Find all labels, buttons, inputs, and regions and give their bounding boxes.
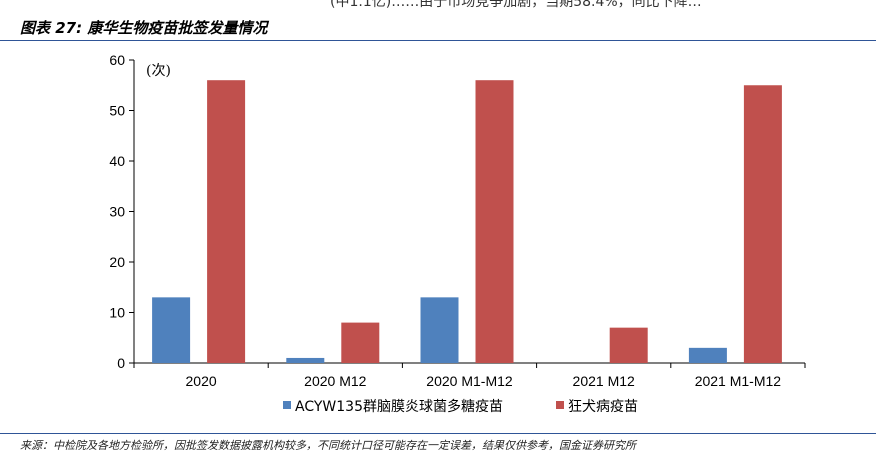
legend-swatch [556,401,564,409]
bar [609,327,648,363]
footer-divider [0,433,876,434]
y-tick-label: 0 [117,355,125,371]
y-unit-label: (次) [146,63,171,79]
bar [743,85,782,363]
bar [207,80,246,363]
legend-label: 狂犬病疫苗 [568,399,638,415]
legend-swatch [283,401,291,409]
title-divider [0,40,876,41]
figure-title-bar: 图表 27: 康华生物疫苗批签发量情况 [0,14,876,40]
bar [475,80,514,363]
bar-chart: 0 10 20 30 40 50 60 (次) 2020 2020 M12 2020 M1-M12 2… [109,52,806,415]
chart-bars [152,80,782,363]
bar [286,357,325,363]
y-tick-label: 40 [109,153,125,169]
clipped-header-text: (中1.1亿)……由于市场竞争加剧，当期58.4%，同比下降… [330,0,702,10]
source-note: 来源：中检院及各地方检验所，因批签发数据披露机构较多，不同统计口径可能存在一定误… [20,439,636,452]
figure-title: 图表 27: 康华生物疫苗批签发量情况 [20,19,268,37]
y-tick-label: 60 [109,52,125,68]
bar [420,297,459,363]
x-tick-label: 2020 M12 [304,373,366,389]
bar [152,297,191,363]
bar [688,347,727,363]
y-tick-label: 30 [109,204,125,220]
x-tick-label: 2021 M1-M12 [695,373,782,389]
y-tick-label: 20 [109,254,125,270]
y-tick-label: 50 [109,103,125,119]
x-tick-label: 2020 [186,373,217,389]
bar [341,322,380,363]
x-tick-label: 2021 M12 [573,373,635,389]
x-tick-label: 2020 M1-M12 [426,373,513,389]
chart-axes: 0 10 20 30 40 50 60 (次) 2020 2020 M12 2020 M1-M12 2… [109,52,806,389]
legend-label: ACYW135群脑膜炎球菌多糖疫苗 [295,398,503,415]
y-tick-label: 10 [109,305,125,321]
chart-legend: ACYW135群脑膜炎球菌多糖疫苗 狂犬病疫苗 [283,398,638,415]
